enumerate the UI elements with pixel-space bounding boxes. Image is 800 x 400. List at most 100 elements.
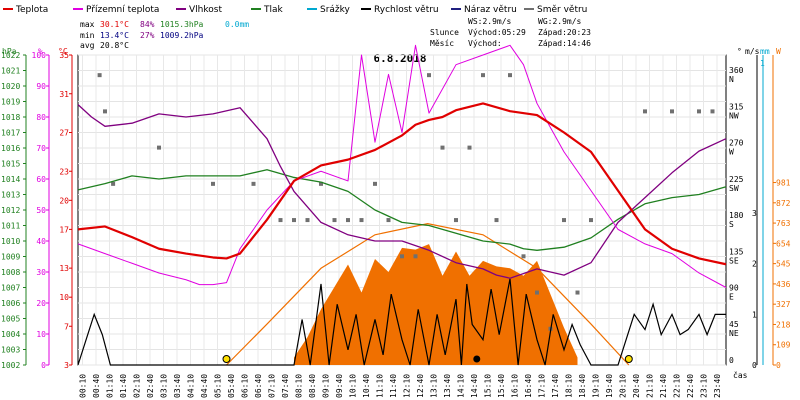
pressure-tick-label: 1010 bbox=[1, 237, 20, 246]
x-tick-label: 01:10 bbox=[106, 374, 115, 398]
wind-tick-label: 3 bbox=[752, 209, 757, 218]
solar-tick-label: 109 bbox=[776, 341, 791, 350]
temperature-tick-label: 31 bbox=[59, 90, 69, 99]
x-tick-label: 16:40 bbox=[524, 374, 533, 398]
sunset-value: Západ:20:23 bbox=[538, 28, 591, 37]
stats-max-rain: 0.0mm bbox=[225, 20, 249, 29]
pressure-tick-label: 1006 bbox=[1, 299, 20, 308]
pressure-tick-label: 1005 bbox=[1, 315, 20, 324]
wind-direction-point bbox=[413, 254, 418, 259]
wind-direction-point bbox=[359, 218, 364, 223]
moon-label: Měsíc bbox=[430, 39, 454, 48]
stats-max-hum: 84% bbox=[140, 20, 155, 29]
stats-max-label: max bbox=[80, 20, 95, 29]
direction-tick-label: 180 bbox=[729, 211, 744, 220]
pressure-tick-label: 1018 bbox=[1, 113, 20, 122]
wind-direction-point bbox=[670, 109, 674, 114]
direction-compass-label: NE bbox=[729, 329, 739, 338]
wind-direction-point bbox=[400, 254, 404, 259]
pressure-tick-label: 1016 bbox=[1, 144, 20, 153]
wind-direction-point bbox=[481, 73, 485, 78]
humidity-tick-label: 20 bbox=[36, 299, 46, 308]
pressure-tick-label: 1012 bbox=[1, 206, 20, 215]
direction-tick-label: 315 bbox=[729, 102, 744, 111]
wind-direction-point bbox=[697, 109, 701, 114]
direction-compass-label: W bbox=[729, 148, 734, 157]
humidity-tick-label: 0 bbox=[41, 361, 46, 370]
x-tick-label: 06:10 bbox=[241, 374, 250, 398]
temperature-tick-label: 3 bbox=[64, 361, 69, 370]
legend-label: Teplota bbox=[15, 5, 48, 15]
pressure-tick-label: 1015 bbox=[1, 160, 20, 169]
x-tick-label: 01:40 bbox=[119, 374, 128, 398]
direction-tick-label: 270 bbox=[729, 139, 744, 148]
temperature-line bbox=[77, 102, 727, 266]
humidity-tick-label: 40 bbox=[36, 237, 46, 246]
humidity-tick-label: 80 bbox=[36, 113, 46, 122]
x-tick-label: 17:10 bbox=[538, 374, 547, 398]
solar-tick-label: 981 bbox=[776, 179, 791, 188]
pressure-tick-label: 1021 bbox=[1, 67, 20, 76]
solar-tick-label: 545 bbox=[776, 260, 791, 269]
pressure-tick-label: 1004 bbox=[1, 330, 20, 339]
x-tick-label: 21:40 bbox=[659, 374, 668, 398]
wind-direction-point bbox=[111, 181, 116, 186]
x-tick-label: 03:40 bbox=[173, 374, 182, 398]
temperature-tick-label: 7 bbox=[64, 322, 69, 331]
x-tick-label: 19:40 bbox=[605, 374, 614, 398]
x-tick-label: 00:40 bbox=[92, 374, 101, 398]
ground-temperature-line bbox=[77, 44, 727, 288]
x-tick-label: 13:40 bbox=[443, 374, 452, 398]
wind-direction-point bbox=[386, 218, 391, 223]
plot-series bbox=[77, 44, 727, 366]
pressure-tick-label: 1009 bbox=[1, 253, 20, 262]
axes: hPa% °C1002100310041005100610071008100910… bbox=[1, 47, 791, 370]
humidity-tick-label: 100 bbox=[32, 51, 47, 60]
wind-direction-point bbox=[97, 73, 102, 78]
sun-moon-block: WS:2.9m/s WG:2.9m/s Slunce Východ:05:29 … bbox=[430, 17, 591, 48]
wind-direction-point bbox=[467, 145, 472, 150]
solar-tick-label: 0 bbox=[776, 361, 781, 370]
legend-label: Náraz větru bbox=[464, 5, 517, 15]
x-tick-label: 04:10 bbox=[187, 374, 196, 398]
solar-radiation-area bbox=[294, 244, 578, 365]
x-tick-label: 05:40 bbox=[227, 374, 236, 398]
wind-direction-point bbox=[305, 218, 310, 223]
x-tick-label: 08:40 bbox=[308, 374, 317, 398]
legend-label: Přízemní teplota bbox=[86, 5, 159, 15]
wind-direction-point bbox=[251, 181, 256, 186]
sunset-marker bbox=[624, 355, 633, 363]
legend-label: Směr větru bbox=[537, 5, 587, 15]
x-tick-label: 19:10 bbox=[592, 374, 601, 398]
x-tick-label: 00:10 bbox=[79, 374, 88, 398]
x-tick-label: 20:10 bbox=[619, 374, 628, 398]
wind-direction-point bbox=[440, 145, 445, 150]
wind-direction-point bbox=[103, 109, 107, 114]
x-tick-label: 03:10 bbox=[160, 374, 169, 398]
direction-compass-label: NW bbox=[729, 111, 739, 120]
wind-direction-point bbox=[319, 181, 323, 186]
direction-tick-label: 0 bbox=[729, 356, 734, 365]
stats-max-temp: 30.1°C bbox=[100, 20, 129, 29]
solar-axis-unit: W bbox=[776, 47, 781, 56]
temperature-tick-label: 27 bbox=[59, 129, 69, 138]
temperature-tick-label: 17 bbox=[59, 225, 69, 234]
temperature-tick-label: 23 bbox=[59, 167, 69, 176]
humidity-tick-label: 50 bbox=[36, 206, 46, 215]
wind-direction-point bbox=[346, 218, 350, 223]
pressure-axis-unit: hPa bbox=[2, 47, 17, 56]
direction-compass-label: SE bbox=[729, 256, 739, 265]
x-tick-label: 13:10 bbox=[430, 374, 439, 398]
humidity-axis-unit: % bbox=[38, 47, 43, 56]
solar-tick-label: 327 bbox=[776, 300, 791, 309]
wind-direction-point bbox=[589, 218, 593, 223]
moonset-marker bbox=[473, 355, 481, 363]
stats-min-label: min bbox=[80, 31, 95, 40]
temperature-tick-label: 10 bbox=[59, 293, 69, 302]
wind-direction-point bbox=[535, 290, 539, 295]
x-tick-label: 14:40 bbox=[470, 374, 479, 398]
stats-min-press: 1009.2hPa bbox=[160, 31, 204, 40]
legend: Teplota Přízemní teplota Vlhkost Tlak Srážky… bbox=[3, 5, 587, 15]
x-tick-label: 15:10 bbox=[484, 374, 493, 398]
